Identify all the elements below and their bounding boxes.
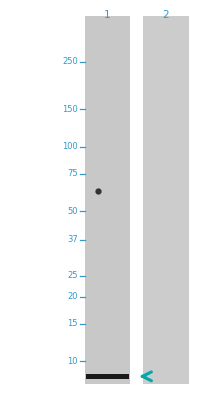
Text: 75: 75 bbox=[67, 169, 78, 178]
Text: 15: 15 bbox=[67, 319, 78, 328]
Text: 37: 37 bbox=[67, 235, 78, 244]
Text: 150: 150 bbox=[62, 105, 78, 114]
Text: 10: 10 bbox=[67, 357, 78, 366]
Text: 50: 50 bbox=[67, 207, 78, 216]
Bar bbox=[85, 374, 129, 379]
Bar bbox=[85, 16, 130, 384]
Text: 100: 100 bbox=[62, 142, 78, 152]
Text: 20: 20 bbox=[67, 292, 78, 301]
Text: 1: 1 bbox=[104, 10, 110, 20]
Text: 250: 250 bbox=[62, 57, 78, 66]
Text: 25: 25 bbox=[67, 272, 78, 280]
Bar bbox=[143, 16, 188, 384]
Text: 2: 2 bbox=[162, 10, 169, 20]
